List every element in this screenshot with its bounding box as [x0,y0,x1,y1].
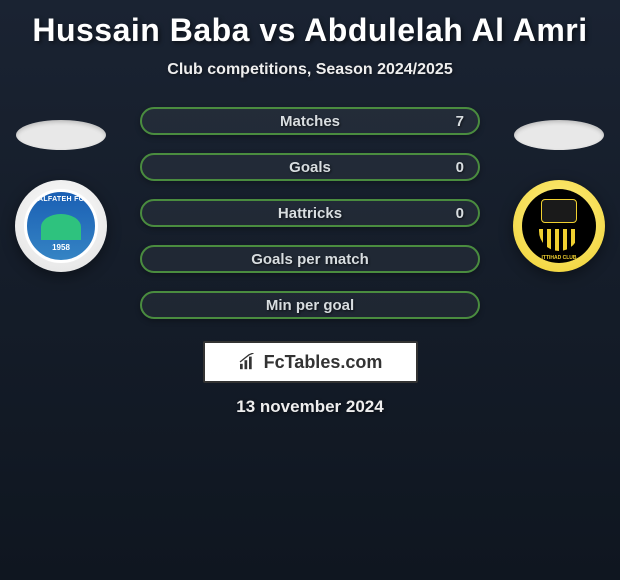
stat-right-value: 7 [456,113,464,130]
club-name-left: ALFATEH FC [38,196,84,203]
player-placeholder-right [514,120,604,150]
club-name-right: ITTIHAD CLUB [542,255,577,261]
stat-label: Matches [280,113,340,130]
stat-label: Hattricks [278,205,342,222]
chart-icon [238,353,260,371]
club-badge-right: ITTIHAD CLUB [513,180,605,272]
club-badge-left: ALFATEH FC [15,180,107,272]
stat-row-goals: Goals 0 [140,153,480,181]
subtitle: Club competitions, Season 2024/2025 [0,61,620,79]
stat-right-value: 0 [456,205,464,222]
stats-list: Matches 7 Goals 0 Hattricks 0 Goals per … [140,107,480,319]
page-title: Hussain Baba vs Abdulelah Al Amri [0,12,620,49]
stat-label: Goals per match [251,251,369,268]
stat-label: Goals [289,159,331,176]
stat-row-hattricks: Hattricks 0 [140,199,480,227]
brand-box[interactable]: FcTables.com [203,341,418,383]
stat-label: Min per goal [266,297,354,314]
stat-row-matches: Matches 7 [140,107,480,135]
brand-text: FcTables.com [264,352,383,373]
stat-row-min-per-goal: Min per goal [140,291,480,319]
player-placeholder-left [16,120,106,150]
stat-right-value: 0 [456,159,464,176]
date-text: 13 november 2024 [0,397,620,417]
stat-row-goals-per-match: Goals per match [140,245,480,273]
